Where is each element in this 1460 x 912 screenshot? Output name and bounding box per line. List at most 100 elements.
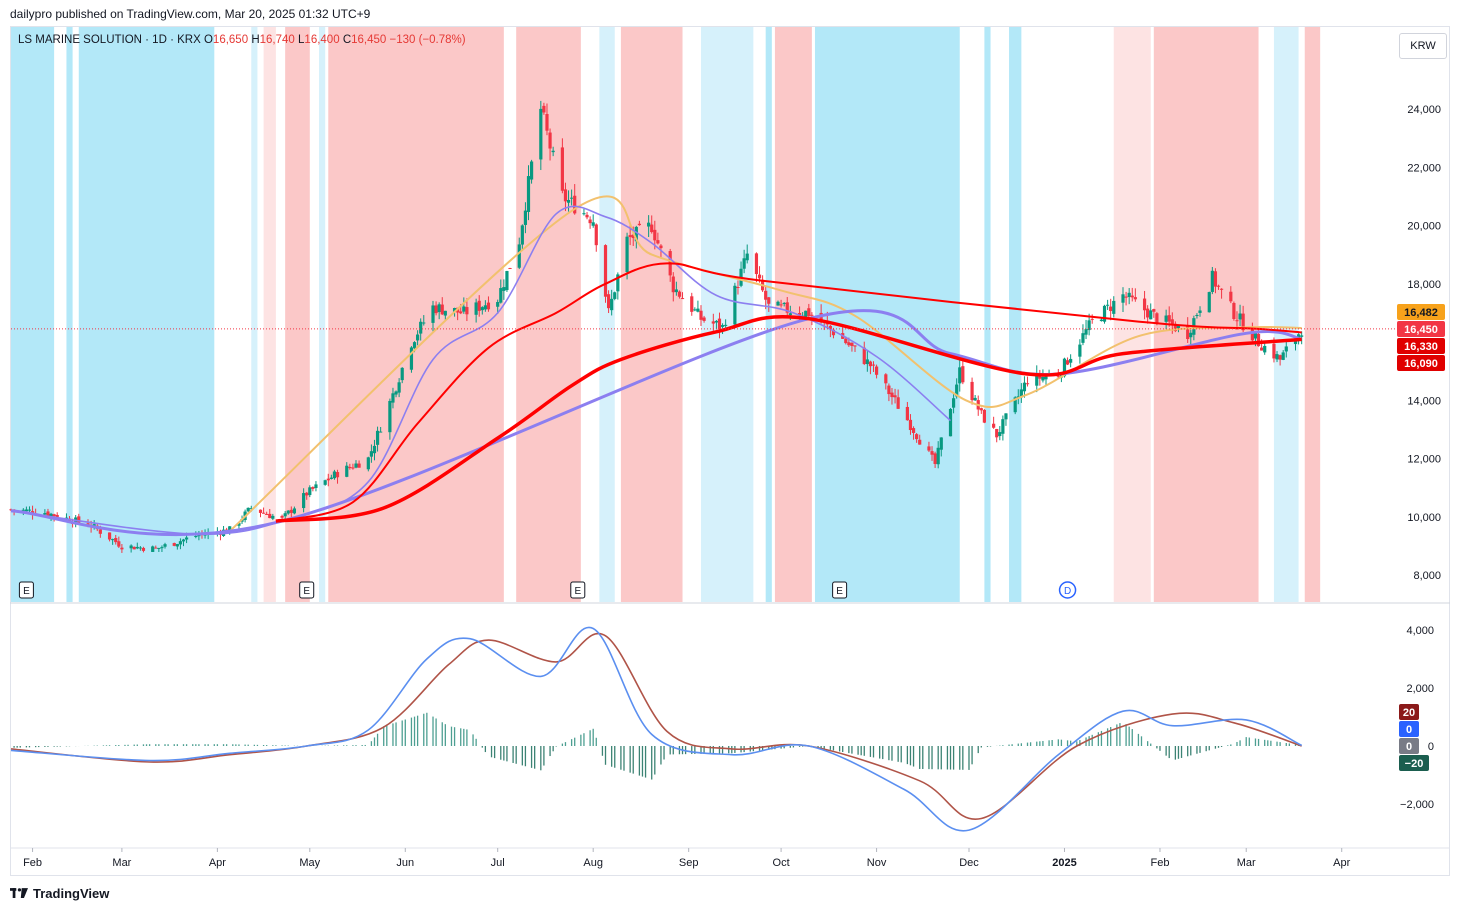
candle-body <box>782 303 786 305</box>
candle-body <box>261 512 266 514</box>
symbol-legend[interactable]: LS MARINE SOLUTION · 1D · KRX O16,650 H1… <box>18 34 466 46</box>
candle-body <box>757 274 762 279</box>
price-last-value-text: 16,450 <box>1404 324 1438 336</box>
earnings-marker <box>832 581 848 599</box>
candle-body <box>1013 397 1017 413</box>
candle-body <box>1173 323 1177 332</box>
time-tick-label: Feb <box>23 857 42 869</box>
footer-brand[interactable]: TradingView <box>10 886 109 901</box>
candle-body <box>865 359 869 365</box>
price-last-value-text: 16,482 <box>1404 307 1438 319</box>
macd-last-value-text: −20 <box>1405 758 1424 770</box>
candle-body <box>628 235 632 238</box>
signal-band <box>66 27 73 602</box>
candle-body <box>1090 318 1094 320</box>
candle-body <box>742 258 746 269</box>
time-tick-label: Nov <box>867 857 887 869</box>
candle-body <box>422 322 426 324</box>
candle-body <box>1056 376 1060 378</box>
macd-tick-label: 2,000 <box>1406 683 1434 695</box>
candle-body <box>1155 313 1159 323</box>
candle-body <box>1219 288 1224 290</box>
candle-body <box>496 302 500 307</box>
candle-body <box>884 374 888 384</box>
candle-body <box>486 302 491 310</box>
candle-body <box>613 292 617 299</box>
pane-divider <box>10 602 1450 849</box>
time-tick-label: 2025 <box>1052 857 1076 869</box>
candle-body <box>354 463 358 468</box>
macd-last-value-badge <box>1399 721 1419 737</box>
candle-body <box>46 511 50 516</box>
candle-body <box>517 244 521 268</box>
candle-body <box>520 225 524 245</box>
candle-body <box>1130 295 1134 298</box>
candle-body <box>911 428 916 433</box>
macd-axis[interactable]: −2,000 0 2,000 4,000 <box>1400 625 1434 811</box>
candle-body <box>308 487 312 496</box>
signal-band <box>599 27 615 602</box>
price-tick-label: 24,000 <box>1407 104 1441 116</box>
candle-body <box>459 311 463 314</box>
macd-last-value-text: 0 <box>1406 741 1412 753</box>
signal-band <box>251 27 258 602</box>
candle-body <box>529 161 534 180</box>
candle-body <box>807 308 811 317</box>
signal-bands <box>11 27 1321 602</box>
candle-body <box>603 245 608 297</box>
candle-body <box>351 467 355 469</box>
candle-body <box>958 367 962 384</box>
price-tick-label: 20,000 <box>1407 221 1441 233</box>
candle-body <box>625 236 629 273</box>
candle-body <box>400 367 404 381</box>
candle-body <box>499 288 503 303</box>
currency-button[interactable]: KRW <box>1399 33 1447 59</box>
candle-body <box>157 547 161 549</box>
candle-body <box>366 457 370 470</box>
candle-body <box>132 546 136 550</box>
candle-body <box>874 366 879 375</box>
candle-body <box>440 304 444 315</box>
time-axis[interactable]: Feb Mar Apr May Jun Jul Aug Sep Oct Nov Dec 2025 Feb… <box>23 848 1351 869</box>
time-tick-label: Sep <box>679 857 699 869</box>
candle-body <box>437 304 441 313</box>
candle-body <box>163 544 167 547</box>
macd-last-value-badge <box>1399 704 1419 720</box>
candle-body <box>138 547 142 549</box>
candle-body <box>862 347 866 365</box>
candle-body <box>724 324 728 326</box>
candle-body <box>292 508 296 514</box>
candle-body <box>754 253 759 275</box>
candle-body <box>98 529 102 534</box>
publisher-line: dailypro published on TradingView.com, M… <box>10 7 371 21</box>
candle-body <box>610 298 614 311</box>
candle-body <box>936 447 940 465</box>
candle-body <box>526 176 531 212</box>
earnings-marker <box>299 581 315 599</box>
time-tick-label: Apr <box>1333 857 1350 869</box>
candle-body <box>1102 305 1107 322</box>
close-value: 16,450 <box>351 34 387 46</box>
candle-body <box>1146 308 1150 318</box>
candle-body <box>160 547 164 549</box>
candle-body <box>465 307 469 315</box>
signal-band <box>516 27 581 602</box>
ma-orange-line <box>229 195 1302 533</box>
candle-body <box>745 253 749 261</box>
ma-fast-line <box>10 205 952 536</box>
candle-body <box>951 398 956 408</box>
ma-slow-line <box>275 314 1302 523</box>
candle-body <box>480 307 484 311</box>
candle-body <box>1041 376 1045 381</box>
candle-body <box>462 306 466 312</box>
candle-body <box>9 509 13 511</box>
candle-body <box>181 539 186 542</box>
event-label: E <box>574 586 581 597</box>
candle-body <box>1019 389 1023 398</box>
candle-body <box>237 523 241 526</box>
candlesticks <box>9 100 1304 553</box>
candle-body <box>302 493 306 509</box>
candle-body <box>1176 325 1181 330</box>
